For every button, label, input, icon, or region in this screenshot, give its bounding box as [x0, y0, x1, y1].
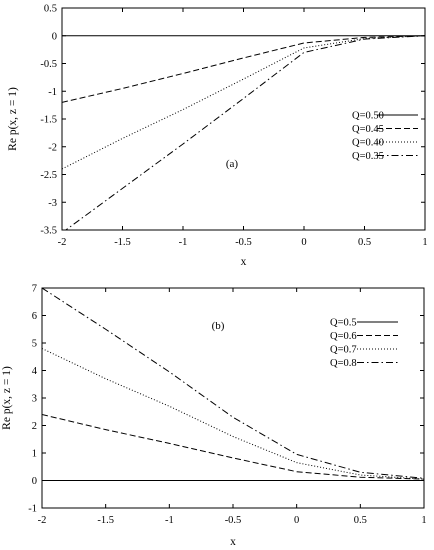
x-tick-label: 0.5	[354, 515, 367, 526]
y-tick-label: 0	[52, 31, 57, 42]
legend-label: Q=0.7	[330, 345, 357, 356]
y-tick-label: 5	[32, 339, 37, 350]
legend-label: Q=0.40	[352, 138, 384, 149]
legend-label: Q=0.8	[330, 358, 357, 369]
y-tick-label: 3	[32, 394, 37, 405]
x-tick-label: 1	[421, 515, 426, 526]
series-line-dashed	[42, 414, 424, 480]
y-tick-label: 0	[32, 476, 37, 487]
series-line-dashdot	[64, 35, 425, 230]
y-tick-label: -1	[28, 504, 37, 515]
series-line-dashdot	[42, 288, 424, 479]
plot-frame	[41, 287, 425, 509]
y-tick-label: 2	[32, 421, 37, 432]
x-tick-label: -2	[58, 237, 67, 248]
y-tick-label: -3	[48, 198, 57, 209]
y-tick-label: 4	[32, 366, 38, 377]
legend-label: Q=0.45	[352, 124, 384, 135]
y-axis-title: Re p(x, z = 1)	[1, 366, 13, 430]
x-tick-label: -1	[165, 515, 174, 526]
y-tick-label: 0.5	[44, 4, 57, 15]
x-tick-label: -0.5	[225, 515, 242, 526]
panel-label: (b)	[212, 320, 225, 332]
y-tick-label: 6	[32, 311, 37, 322]
x-tick-label: 1	[422, 237, 427, 248]
x-axis-title: x	[241, 256, 247, 268]
x-tick-label: 0	[294, 515, 299, 526]
x-tick-label: 0.5	[358, 237, 371, 248]
series-line-dashed	[62, 35, 425, 103]
y-tick-label: -2	[48, 142, 57, 153]
panel-label: (a)	[226, 158, 239, 170]
x-tick-label: -1	[179, 237, 188, 248]
chart-panel-b: -2 -1.5 -1 -0.5 0 0.5 1 7 6 5 4 3 2 1 0 -1 x Re p(x, z = …	[1, 284, 427, 549]
legend-label: Q=0.5	[330, 318, 357, 329]
x-tick-label: -1.5	[114, 237, 131, 248]
x-tick-label: -2	[38, 515, 47, 526]
y-axis-title: Re p(x, z = 1)	[7, 87, 19, 151]
x-tick-label: -0.5	[235, 237, 252, 248]
y-tick-label: 1	[32, 449, 37, 460]
y-tick-label: -3.5	[40, 226, 57, 237]
legend-label: Q=0.6	[330, 331, 357, 342]
legend-label: Q=0.50	[352, 111, 384, 122]
y-tick-label: 7	[32, 284, 37, 295]
y-tick-label: -0.5	[40, 59, 57, 70]
x-tick-label: -1.5	[97, 515, 114, 526]
chart-panel-a: -2 -1.5 -1 -0.5 0 0.5 1 0.5 0 -0.5 -1 -1.5 -2 -2.5 -3 -…	[7, 4, 428, 269]
y-tick-label: -1.5	[40, 115, 57, 126]
y-tick-label: -2.5	[40, 170, 57, 181]
legend-label: Q=0.35	[352, 151, 384, 162]
x-tick-label: 0	[301, 237, 306, 248]
y-tick-label: -1	[48, 87, 57, 98]
series-line-dotted	[42, 348, 424, 480]
series-line-dotted	[62, 35, 425, 170]
x-axis-title: x	[230, 536, 236, 548]
